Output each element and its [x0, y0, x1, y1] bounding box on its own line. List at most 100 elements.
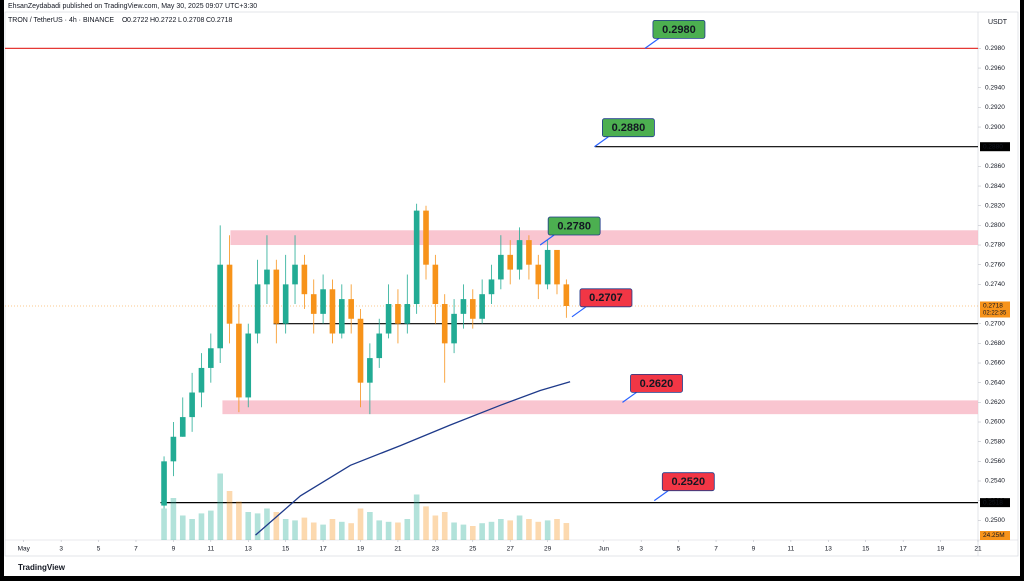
- volume-bar: [413, 494, 420, 540]
- x-tick-label: 5: [97, 546, 101, 553]
- volume-bar: [282, 519, 289, 540]
- callout-pointer: [653, 490, 669, 502]
- x-tick-label: 25: [469, 546, 477, 553]
- candle-body: [451, 313, 457, 344]
- ohlc-key: L: [178, 17, 182, 24]
- volume-bar: [535, 521, 542, 540]
- volume-bar: [226, 491, 233, 540]
- callout-label: 0.2880: [612, 122, 646, 134]
- candle-body: [254, 284, 261, 334]
- legend: TRON / TetherUS · 4h · BINANCE O 0.2722 H 0.…: [8, 17, 233, 24]
- volume-bar: [554, 519, 560, 540]
- ohlc-value: 0.2722: [127, 17, 149, 24]
- callout-box: [579, 288, 633, 308]
- y-tick-label: 0.2840: [985, 183, 1005, 190]
- ohlc-value: 0.2708: [183, 17, 205, 24]
- candle-body: [301, 264, 308, 295]
- volume-bar: [451, 522, 457, 540]
- candle-body: [413, 210, 420, 305]
- ohlc-value: 0.2722: [155, 17, 177, 24]
- x-tick-label: 9: [752, 546, 756, 553]
- axis-badge: [980, 301, 1010, 318]
- symbol: TRON / TetherUS · 4h · BINANCE: [8, 17, 114, 24]
- ohlc-value: 0.2718: [211, 17, 233, 24]
- candle-body: [310, 294, 317, 314]
- volume-bar: [526, 519, 532, 540]
- candle-body: [423, 210, 429, 265]
- x-tick-label: 3: [639, 546, 643, 553]
- callout-label: 0.2707: [589, 292, 623, 304]
- candle-body: [507, 254, 514, 270]
- x-tick-label: 23: [432, 546, 440, 553]
- callout-pointer: [594, 136, 609, 148]
- y-tick-label: 0.2900: [985, 124, 1005, 131]
- x-tick-label: 7: [134, 546, 138, 553]
- x-tick-label: 17: [900, 546, 908, 553]
- zone: [222, 400, 978, 415]
- candle-body: [179, 417, 186, 437]
- x-tick-label: 9: [172, 546, 176, 553]
- ohlc-key: O: [122, 17, 128, 24]
- x-tick-label: 5: [677, 546, 681, 553]
- volume-bar: [498, 519, 504, 540]
- candle-body: [273, 269, 280, 324]
- volume-bar: [273, 512, 280, 540]
- x-tick-label: 21: [394, 546, 402, 553]
- x-tick-label: May: [18, 546, 31, 553]
- volume-bar: [320, 524, 326, 540]
- callout-label: 0.2980: [662, 24, 696, 36]
- candle-body: [469, 299, 476, 319]
- x-tick-label: 19: [357, 546, 365, 553]
- chart-frame: [4, 11, 1019, 557]
- volume-bar: [404, 519, 411, 540]
- candle-body: [292, 264, 298, 285]
- candle-body: [441, 304, 448, 344]
- candle-body: [357, 318, 364, 383]
- volume-bar: [189, 519, 195, 540]
- volume-bar: [245, 512, 252, 540]
- candle-body: [348, 299, 354, 319]
- y-tick-label: 0.2660: [985, 360, 1005, 367]
- y-tick-label: 0.2640: [985, 379, 1005, 386]
- candle-body: [395, 304, 401, 324]
- y-tick-label: 0.2500: [985, 517, 1005, 524]
- volume-badge: [980, 531, 1010, 540]
- candle-body: [170, 436, 177, 462]
- candle-body: [282, 284, 289, 324]
- candle-body: [479, 294, 485, 319]
- candle-body: [526, 240, 532, 265]
- candle-body: [189, 392, 195, 418]
- candle-body: [367, 358, 373, 383]
- volume-bar: [161, 508, 167, 540]
- ohlc-key: C: [206, 17, 211, 24]
- y-tick-label: 0.2920: [985, 104, 1005, 111]
- candle-body: [208, 348, 214, 368]
- y-tick-label: 0.2620: [985, 399, 1005, 406]
- x-tick-label: 15: [862, 546, 870, 553]
- x-tick-label: 13: [245, 546, 253, 553]
- x-tick-label: 15: [282, 546, 290, 553]
- candle-body: [535, 264, 542, 285]
- volume-bar: [208, 510, 214, 540]
- callout-box: [652, 19, 706, 39]
- candle-body: [320, 289, 326, 314]
- callout-pointer: [644, 37, 660, 49]
- candle-body: [488, 279, 495, 295]
- x-tick-label: 19: [937, 546, 945, 553]
- callout-box: [661, 472, 715, 492]
- y-tick-label: 0.2700: [985, 320, 1005, 327]
- callout-label: 0.2520: [671, 476, 705, 488]
- callout-box: [602, 118, 655, 138]
- candle-body: [245, 333, 252, 398]
- volume-bar: [339, 521, 345, 540]
- volume-bar: [432, 515, 439, 540]
- zone: [230, 230, 978, 246]
- volume-bar: [395, 522, 401, 540]
- candle-body: [554, 249, 560, 285]
- x-tick-label: 3: [59, 546, 63, 553]
- y-tick-label: 0.2560: [985, 458, 1005, 465]
- y-tick-label: 0.2960: [985, 65, 1005, 72]
- y-tick-label: 0.2580: [985, 438, 1005, 445]
- candle-body: [217, 264, 223, 349]
